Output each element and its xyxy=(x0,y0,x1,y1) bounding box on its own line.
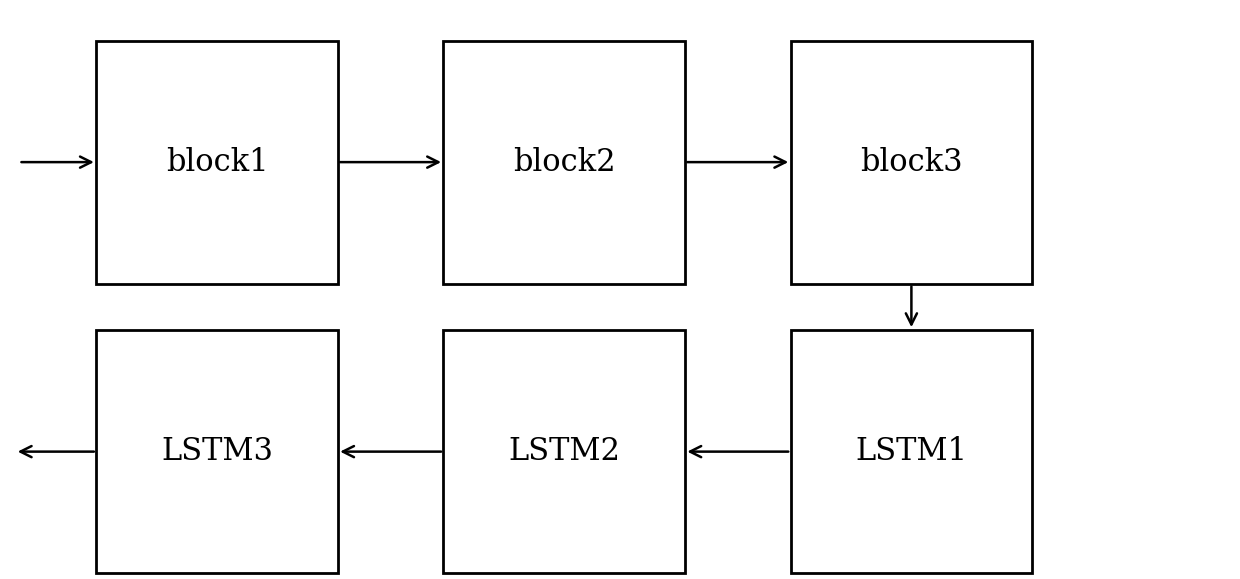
Bar xyxy=(444,41,684,284)
Text: block2: block2 xyxy=(513,146,615,178)
Bar xyxy=(444,330,684,573)
Bar xyxy=(95,41,337,284)
Bar xyxy=(791,330,1033,573)
Text: block1: block1 xyxy=(166,146,268,178)
Bar xyxy=(791,41,1033,284)
Text: LSTM1: LSTM1 xyxy=(856,436,967,467)
Text: LSTM3: LSTM3 xyxy=(161,436,273,467)
Text: LSTM2: LSTM2 xyxy=(508,436,620,467)
Bar xyxy=(95,330,337,573)
Text: block3: block3 xyxy=(861,146,962,178)
